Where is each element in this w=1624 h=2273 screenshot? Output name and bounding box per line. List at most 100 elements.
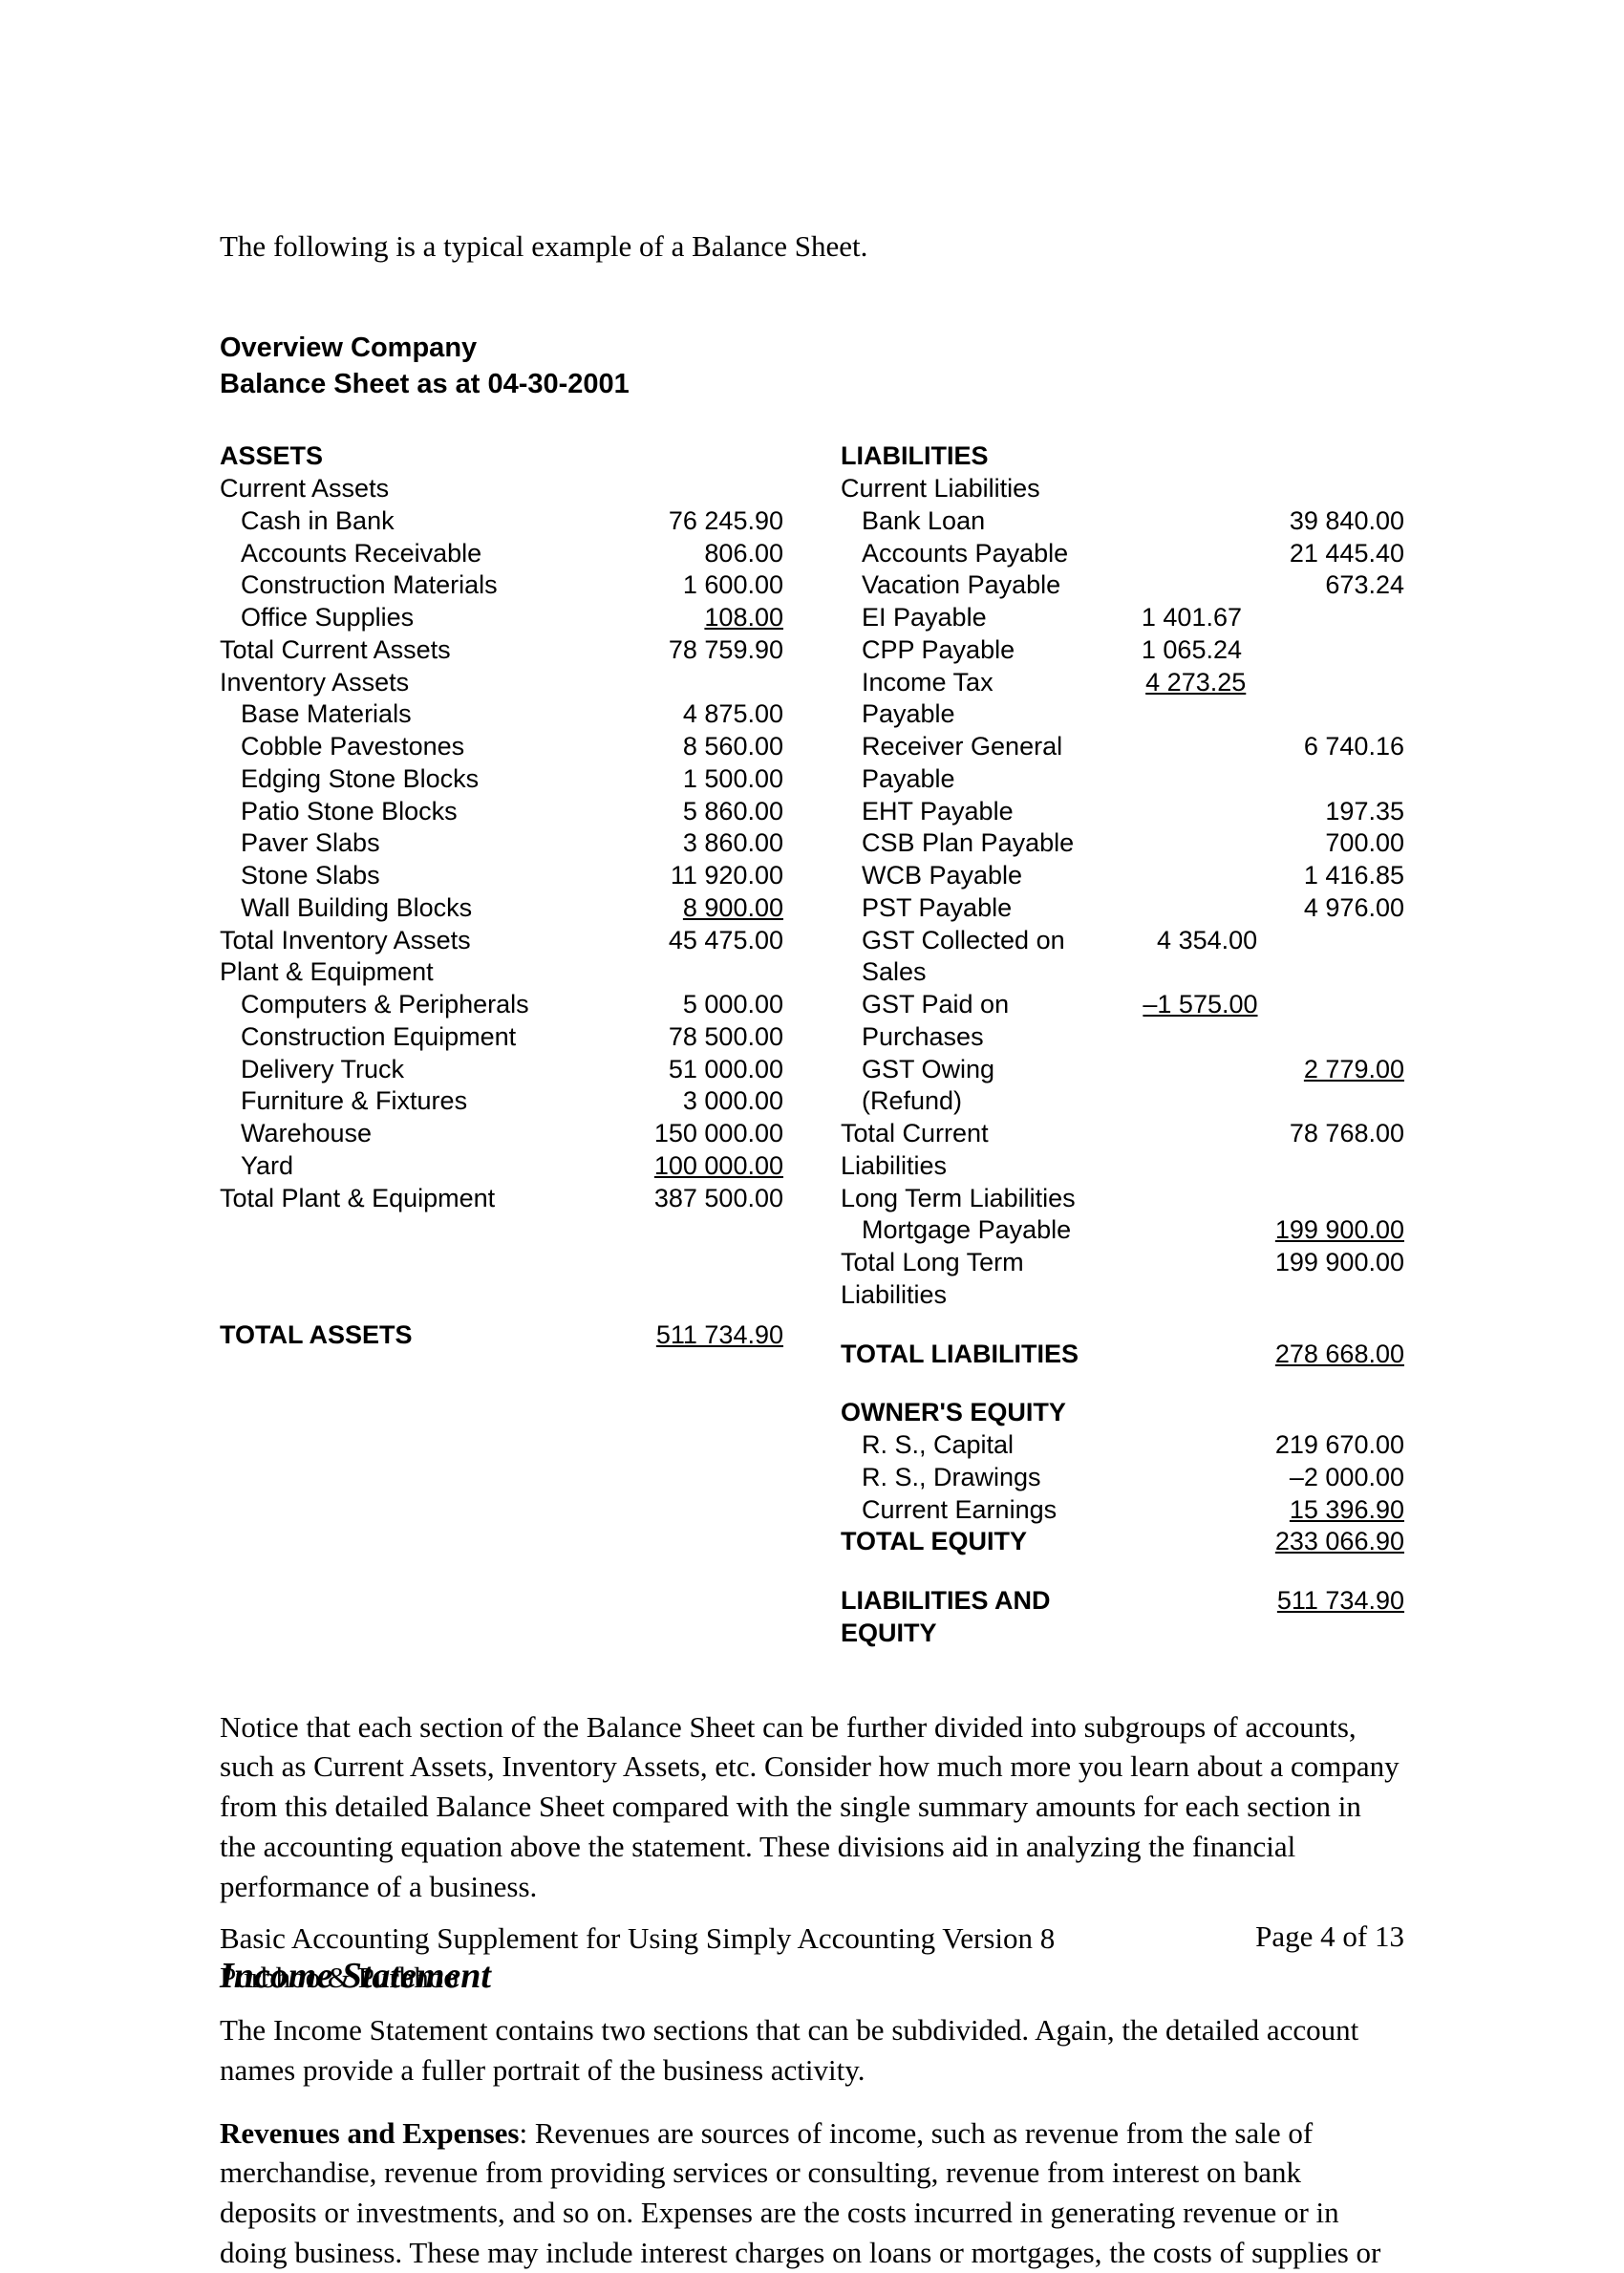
income-paragraph-1: The Income Statement contains two sectio… bbox=[220, 2010, 1404, 2091]
total-assets-value: 511 734.90 bbox=[621, 1319, 783, 1352]
total-liabilities-value: 278 668.00 bbox=[1242, 1339, 1404, 1371]
line-label: Stone Slabs bbox=[220, 860, 621, 892]
line-mid bbox=[1093, 1054, 1249, 1119]
page-number: Page 4 of 13 bbox=[1255, 1919, 1404, 1954]
line-label: Base Materials bbox=[220, 698, 621, 731]
line-value: 8 900.00 bbox=[621, 892, 783, 925]
line-label: Patio Stone Blocks bbox=[220, 796, 621, 828]
line-label: Wall Building Blocks bbox=[220, 892, 621, 925]
line-label: Accounts Receivable bbox=[220, 538, 621, 570]
line-mid bbox=[1079, 505, 1242, 538]
liabilities-heading: LIABILITIES bbox=[841, 440, 1404, 473]
rev-exp-label: Revenues and Expenses bbox=[220, 2116, 520, 2150]
intro-text: The following is a typical example of a … bbox=[220, 229, 1404, 264]
line-label: Construction Materials bbox=[220, 569, 621, 602]
line-label: Warehouse bbox=[220, 1118, 621, 1150]
page-footer: Basic Accounting Supplement for Using Si… bbox=[220, 1919, 1404, 1997]
balance-sheet-date: Balance Sheet as at 04-30-2001 bbox=[220, 367, 1404, 403]
line-label: Cobble Pavestones bbox=[220, 731, 621, 763]
line-label: Construction Equipment bbox=[220, 1021, 621, 1054]
line-label: Vacation Payable bbox=[841, 569, 1079, 602]
line-value: 197.35 bbox=[1242, 796, 1404, 828]
total-label: Total Current Assets bbox=[220, 634, 621, 667]
line-mid: –1 575.00 bbox=[1111, 989, 1257, 1054]
line-mid bbox=[1079, 796, 1242, 828]
line-value: 6 740.16 bbox=[1264, 731, 1404, 796]
document-page: The following is a typical example of a … bbox=[0, 0, 1624, 2102]
line-value: 108.00 bbox=[621, 602, 783, 634]
line-mid: 1 065.24 bbox=[1079, 634, 1242, 667]
line-label: Income Tax Payable bbox=[841, 667, 1088, 732]
line-label: Mortgage Payable bbox=[841, 1214, 1079, 1247]
line-value: 21 445.40 bbox=[1242, 538, 1404, 570]
line-value: 4 976.00 bbox=[1242, 892, 1404, 925]
income-paragraph-2: Revenues and Expenses: Revenues are sour… bbox=[220, 2113, 1404, 2273]
liabilities-and-equity-label: LIABILITIES AND EQUITY bbox=[841, 1585, 1117, 1650]
total-liabilities-label: TOTAL LIABILITIES bbox=[841, 1339, 1079, 1371]
line-value: 150 000.00 bbox=[621, 1118, 783, 1150]
total-label: Total Inventory Assets bbox=[220, 925, 621, 957]
line-value: 219 670.00 bbox=[1242, 1429, 1404, 1462]
line-label: R. S., Drawings bbox=[841, 1462, 1079, 1494]
inventory-assets-label: Inventory Assets bbox=[220, 667, 783, 699]
line-value bbox=[1242, 634, 1404, 667]
line-value: 1 416.85 bbox=[1242, 860, 1404, 892]
line-label: R. S., Capital bbox=[841, 1429, 1079, 1462]
line-label: Edging Stone Blocks bbox=[220, 763, 621, 796]
line-label: Paver Slabs bbox=[220, 827, 621, 860]
notice-paragraph: Notice that each section of the Balance … bbox=[220, 1707, 1404, 1907]
total-value: 387 500.00 bbox=[621, 1183, 783, 1215]
line-value bbox=[1257, 925, 1404, 990]
line-value: 199 900.00 bbox=[1242, 1214, 1404, 1247]
line-label: Accounts Payable bbox=[841, 538, 1079, 570]
total-equity-label: TOTAL EQUITY bbox=[841, 1526, 1079, 1558]
liabilities-column: LIABILITIES Current Liabilities Bank Loa… bbox=[841, 440, 1404, 1649]
long-term-liabilities-label: Long Term Liabilities bbox=[841, 1183, 1404, 1215]
plant-equipment-label: Plant & Equipment bbox=[220, 956, 783, 989]
line-value bbox=[1258, 989, 1404, 1054]
total-assets-label: TOTAL ASSETS bbox=[220, 1319, 621, 1352]
line-label: Cash in Bank bbox=[220, 505, 621, 538]
line-value: –2 000.00 bbox=[1242, 1462, 1404, 1494]
line-value: 3 860.00 bbox=[621, 827, 783, 860]
line-label: Bank Loan bbox=[841, 505, 1079, 538]
line-label: CPP Payable bbox=[841, 634, 1079, 667]
line-value: 5 000.00 bbox=[621, 989, 783, 1021]
line-label: Computers & Peripherals bbox=[220, 989, 621, 1021]
line-mid bbox=[1079, 569, 1242, 602]
line-label: CSB Plan Payable bbox=[841, 827, 1079, 860]
assets-column: ASSETS Current Assets Cash in Bank76 245… bbox=[220, 440, 783, 1649]
line-value: 5 860.00 bbox=[621, 796, 783, 828]
line-label: EHT Payable bbox=[841, 796, 1079, 828]
total-value: 199 900.00 bbox=[1257, 1247, 1404, 1312]
line-label: PST Payable bbox=[841, 892, 1079, 925]
line-label: GST Collected on Sales bbox=[841, 925, 1110, 990]
line-label: WCB Payable bbox=[841, 860, 1079, 892]
line-value: 8 560.00 bbox=[621, 731, 783, 763]
line-mid bbox=[1079, 860, 1242, 892]
total-value: 78 768.00 bbox=[1248, 1118, 1404, 1183]
line-label: GST Paid on Purchases bbox=[841, 989, 1111, 1054]
total-label: Total Current Liabilities bbox=[841, 1118, 1092, 1183]
footer-line-2: Purbhoo & Purbhoo bbox=[220, 1959, 1055, 1997]
line-mid bbox=[1079, 827, 1242, 860]
line-value: 4 875.00 bbox=[621, 698, 783, 731]
line-value: 3 000.00 bbox=[621, 1085, 783, 1118]
total-equity-value: 233 066.90 bbox=[1242, 1526, 1404, 1558]
line-label: Office Supplies bbox=[220, 602, 621, 634]
line-value: 11 920.00 bbox=[621, 860, 783, 892]
line-value: 76 245.90 bbox=[621, 505, 783, 538]
line-label: GST Owing (Refund) bbox=[841, 1054, 1093, 1119]
total-label: Total Plant & Equipment bbox=[220, 1183, 621, 1215]
company-name: Overview Company bbox=[220, 331, 1404, 367]
company-heading: Overview Company Balance Sheet as at 04-… bbox=[220, 331, 1404, 402]
line-value: 2 779.00 bbox=[1249, 1054, 1404, 1119]
footer-line-1: Basic Accounting Supplement for Using Si… bbox=[220, 1919, 1055, 1958]
line-value bbox=[1242, 602, 1404, 634]
line-value: 700.00 bbox=[1242, 827, 1404, 860]
line-value: 806.00 bbox=[621, 538, 783, 570]
line-mid bbox=[1079, 892, 1242, 925]
line-value: 51 000.00 bbox=[621, 1054, 783, 1086]
line-value: 1 500.00 bbox=[621, 763, 783, 796]
current-liabilities-label: Current Liabilities bbox=[841, 473, 1404, 505]
